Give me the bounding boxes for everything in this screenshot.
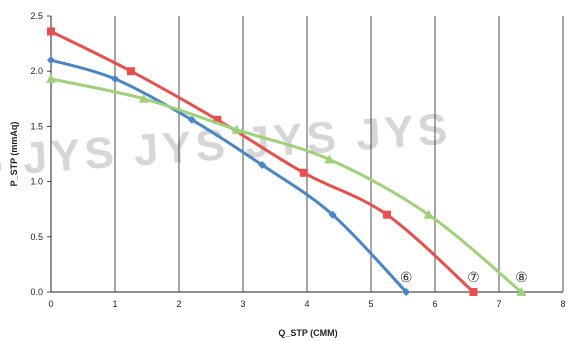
y-tick-label: 0.0: [30, 287, 43, 297]
x-tick-label: 4: [304, 299, 309, 309]
data-point-diamond: [111, 74, 119, 83]
data-point-square: [299, 168, 308, 177]
data-point-triangle: [324, 154, 335, 164]
data-point-square: [383, 210, 391, 219]
data-point-triangle: [423, 209, 434, 219]
series-line-2: [50, 30, 475, 294]
x-tick-label: 3: [240, 299, 245, 309]
series-line-3: [50, 77, 523, 294]
data-point-square: [47, 27, 55, 36]
series-lines: [46, 27, 527, 296]
x-tick-label: 7: [496, 299, 501, 309]
data-point-diamond: [328, 210, 337, 219]
x-tick-label: 2: [176, 299, 181, 309]
curve-labels: ⑥ ⑦ ⑧: [400, 270, 528, 286]
x-tick-label: 8: [560, 299, 565, 309]
data-point-diamond: [402, 288, 411, 296]
y-tick-label: 1.0: [30, 177, 43, 187]
curve-label-2: ⑦: [467, 270, 480, 286]
x-tick-label: 0: [48, 299, 53, 309]
data-point-diamond: [258, 161, 267, 170]
x-tick-label: 6: [432, 299, 437, 309]
y-tick-label: 0.5: [30, 232, 43, 242]
data-point-diamond: [47, 56, 55, 65]
curve-label-1: ⑥: [400, 270, 413, 286]
data-point-triangle: [46, 73, 56, 83]
y-tick-label: 2.5: [30, 11, 43, 21]
data-point-diamond: [187, 115, 196, 124]
y-axis-title: P_STP (mmAq): [9, 122, 19, 187]
axes: 0 1 2 3 4 5 6 7 8 0.0 0.5 1.0 1.5 2.0 2.5: [30, 11, 565, 309]
y-tick-label: 1.5: [30, 121, 43, 131]
data-point-square: [469, 288, 478, 296]
data-point-triangle: [138, 93, 149, 103]
data-point-triangle: [516, 287, 527, 296]
data-point-square: [213, 115, 222, 124]
watermark: JYS JYS JYS JYS JYS: [0, 104, 453, 191]
data-point-triangle: [231, 124, 242, 134]
y-tick-label: 2.0: [30, 66, 43, 76]
watermark-text: JYS JYS JYS JYS JYS: [0, 104, 453, 191]
x-axis-title: Q_STP (CMM): [278, 328, 337, 338]
curve-label-3: ⑧: [515, 270, 528, 286]
x-tick-label: 1: [112, 299, 117, 309]
x-tick-label: 5: [368, 299, 373, 309]
data-point-square: [127, 67, 135, 76]
